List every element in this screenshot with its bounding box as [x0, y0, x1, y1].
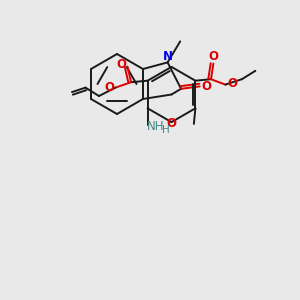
Text: O: O: [104, 81, 114, 94]
Text: O: O: [201, 80, 211, 93]
Text: O: O: [227, 76, 237, 90]
Text: N: N: [163, 50, 172, 63]
Text: O: O: [208, 50, 218, 64]
Text: O: O: [116, 58, 126, 71]
Text: H: H: [162, 125, 170, 135]
Text: NH: NH: [147, 120, 165, 133]
Text: O: O: [167, 117, 176, 130]
